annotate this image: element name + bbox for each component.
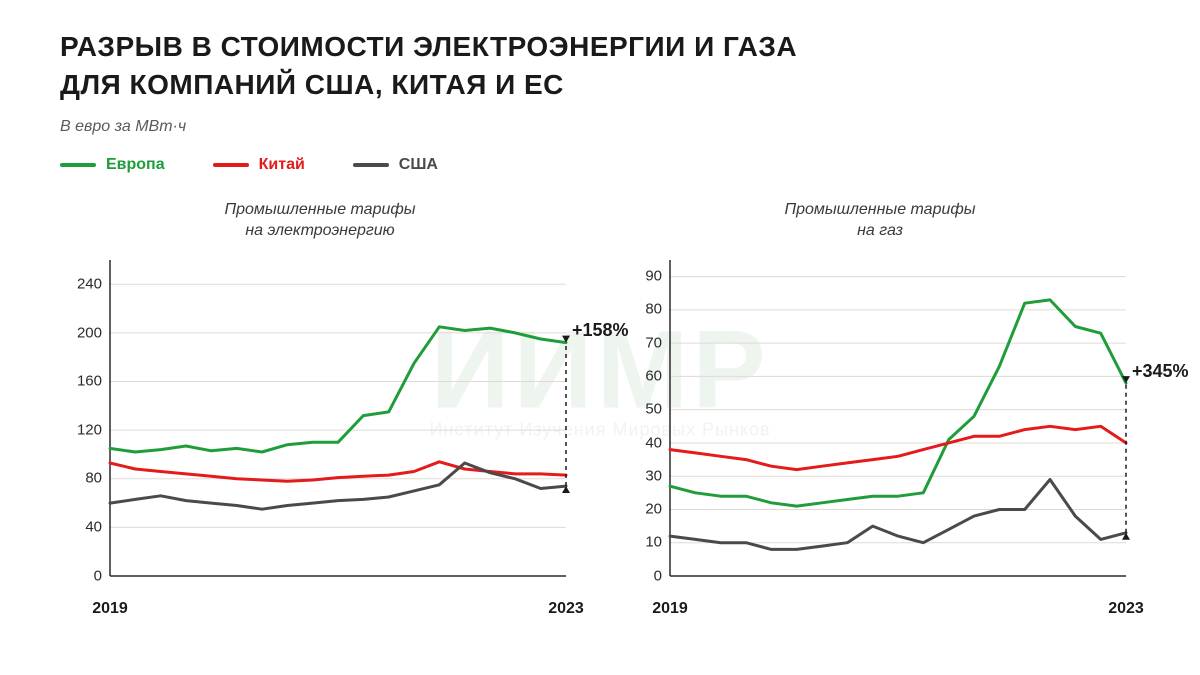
x-tick-label-start: 2019 bbox=[92, 590, 128, 618]
legend-swatch bbox=[60, 163, 96, 167]
x-tick-label-start: 2019 bbox=[652, 590, 688, 618]
x-tick-label-end: 2023 bbox=[1108, 590, 1144, 618]
title-line-2: для компаний США, Китая и ЕС bbox=[60, 69, 564, 100]
legend-item: Европа bbox=[60, 156, 165, 174]
chart: Промышленные тарифы на газ 01020304050607… bbox=[620, 200, 1140, 620]
gap-annotation: +345% bbox=[1132, 361, 1189, 382]
series-line-europe bbox=[110, 326, 566, 451]
legend-label: США bbox=[399, 156, 438, 174]
legend: Европа Китай США bbox=[60, 156, 438, 174]
chart-title: Промышленные тарифы на электроэнергию bbox=[60, 200, 580, 242]
legend-swatch bbox=[213, 163, 249, 167]
chart-title: Промышленные тарифы на газ bbox=[620, 200, 1140, 242]
legend-label: Европа bbox=[106, 156, 165, 174]
page-title: Разрыв в стоимости электроэнергии и газа… bbox=[60, 28, 797, 104]
chart-svg bbox=[60, 250, 580, 590]
chart: Промышленные тарифы на электроэнергию 040… bbox=[60, 200, 580, 620]
legend-item: США bbox=[353, 156, 438, 174]
x-tick-label-end: 2023 bbox=[548, 590, 584, 618]
plot-area: 0102030405060708090+345%20192023 bbox=[620, 250, 1140, 590]
subtitle: В евро за МВт·ч bbox=[60, 118, 186, 136]
series-line-europe bbox=[670, 299, 1126, 505]
series-line-china bbox=[670, 426, 1126, 469]
plot-area: 04080120160200240+158%20192023 bbox=[60, 250, 580, 590]
series-line-usa bbox=[670, 479, 1126, 549]
series-line-usa bbox=[110, 463, 566, 509]
legend-label: Китай bbox=[259, 156, 305, 174]
charts-row: Промышленные тарифы на электроэнергию 040… bbox=[60, 200, 1140, 620]
chart-svg bbox=[620, 250, 1140, 590]
title-line-1: Разрыв в стоимости электроэнергии и газа bbox=[60, 31, 797, 62]
legend-swatch bbox=[353, 163, 389, 167]
legend-item: Китай bbox=[213, 156, 305, 174]
